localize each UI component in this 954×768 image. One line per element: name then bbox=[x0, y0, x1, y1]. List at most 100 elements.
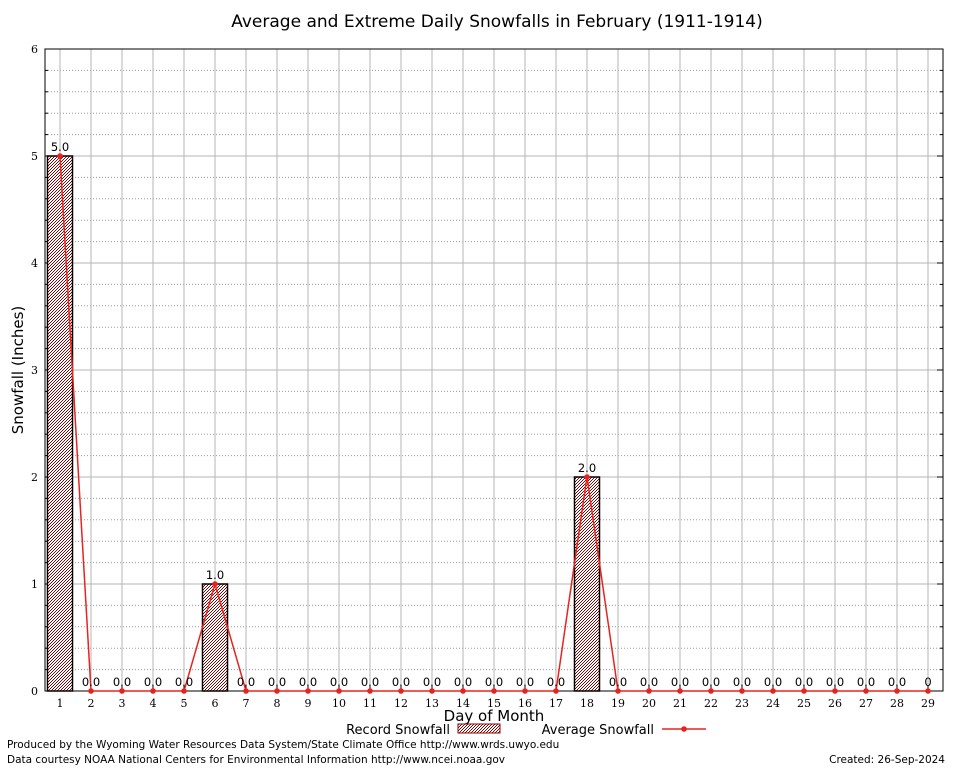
data-label: 0.0 bbox=[392, 675, 410, 689]
legend-average-marker bbox=[681, 726, 687, 732]
data-label: 2.0 bbox=[578, 461, 596, 475]
data-label: 0.0 bbox=[82, 675, 100, 689]
x-tick-label: 15 bbox=[487, 697, 501, 710]
data-label: 1.0 bbox=[206, 568, 224, 582]
data-label: 0.0 bbox=[237, 675, 255, 689]
average-point bbox=[212, 581, 218, 587]
data-label: 0.0 bbox=[113, 675, 131, 689]
average-point bbox=[491, 688, 497, 694]
x-tick-label: 4 bbox=[150, 697, 157, 710]
record-snowfall-bars bbox=[46, 155, 601, 692]
data-label: 0.0 bbox=[175, 675, 193, 689]
y-tick-label: 2 bbox=[31, 471, 38, 484]
average-point bbox=[181, 688, 187, 694]
data-label: 5.0 bbox=[51, 140, 69, 154]
x-tick-label: 27 bbox=[859, 697, 873, 710]
average-point bbox=[305, 688, 311, 694]
x-tick-label: 8 bbox=[274, 697, 281, 710]
average-point bbox=[615, 688, 621, 694]
footer-data-courtesy: Data courtesy NOAA National Centers for … bbox=[7, 754, 505, 766]
average-point bbox=[57, 153, 63, 159]
average-point bbox=[739, 688, 745, 694]
x-tick-label: 19 bbox=[611, 697, 625, 710]
legend: Record Snowfall Average Snowfall bbox=[346, 723, 706, 738]
legend-record-swatch bbox=[457, 723, 501, 734]
x-tick-label: 16 bbox=[518, 697, 532, 710]
average-point bbox=[522, 688, 528, 694]
average-point bbox=[646, 688, 652, 694]
average-point bbox=[367, 688, 373, 694]
x-tick-label: 11 bbox=[363, 697, 377, 710]
average-point bbox=[863, 688, 869, 694]
y-tick-label: 6 bbox=[31, 43, 38, 56]
data-label: 0.0 bbox=[268, 675, 286, 689]
x-tick-label: 5 bbox=[181, 697, 188, 710]
average-point bbox=[708, 688, 714, 694]
y-tick-label: 0 bbox=[31, 685, 38, 698]
y-axis-label: Snowfall (Inches) bbox=[9, 306, 27, 434]
average-point bbox=[925, 688, 931, 694]
x-tick-label: 22 bbox=[704, 697, 718, 710]
x-axis-label: Day of Month bbox=[444, 707, 545, 725]
data-label: 0.0 bbox=[795, 675, 813, 689]
average-point bbox=[398, 688, 404, 694]
data-label: 0.0 bbox=[547, 675, 565, 689]
x-tick-label: 21 bbox=[673, 697, 687, 710]
average-point bbox=[274, 688, 280, 694]
average-snowfall-line bbox=[57, 153, 931, 694]
record-bar bbox=[201, 583, 229, 692]
data-label: 0.0 bbox=[485, 675, 503, 689]
average-point bbox=[553, 688, 559, 694]
data-label: 0.0 bbox=[733, 675, 751, 689]
average-point bbox=[894, 688, 900, 694]
footer-produced-by: Produced by the Wyoming Water Resources … bbox=[7, 739, 559, 751]
average-point bbox=[336, 688, 342, 694]
average-point bbox=[801, 688, 807, 694]
legend-average-label: Average Snowfall bbox=[542, 723, 654, 738]
y-tick-label: 4 bbox=[31, 257, 38, 270]
data-label: 0.0 bbox=[826, 675, 844, 689]
average-point bbox=[770, 688, 776, 694]
data-label: 0.0 bbox=[516, 675, 534, 689]
average-point bbox=[460, 688, 466, 694]
data-label: 0.0 bbox=[702, 675, 720, 689]
x-tick-label: 26 bbox=[828, 697, 842, 710]
grid bbox=[45, 49, 943, 691]
x-tick-label: 28 bbox=[890, 697, 904, 710]
x-tick-label: 3 bbox=[119, 697, 126, 710]
average-point bbox=[119, 688, 125, 694]
data-label: 0.0 bbox=[888, 675, 906, 689]
x-tick-label: 13 bbox=[425, 697, 439, 710]
data-label: 0.0 bbox=[609, 675, 627, 689]
data-labels: 5.0 0.0 0.0 0.0 0.0 1.0 0.0 0.0 0.0 0.0 0.0 0.0 0.0 0… bbox=[51, 140, 932, 689]
record-bar bbox=[573, 476, 601, 692]
x-tick-label: 1 bbox=[57, 697, 64, 710]
legend-record-label: Record Snowfall bbox=[346, 723, 450, 738]
average-point bbox=[677, 688, 683, 694]
x-tick-label: 29 bbox=[921, 697, 935, 710]
data-label: 0.0 bbox=[361, 675, 379, 689]
x-tick-label: 18 bbox=[580, 697, 594, 710]
average-point bbox=[584, 474, 590, 480]
data-label: 0.0 bbox=[764, 675, 782, 689]
data-label: 0.0 bbox=[454, 675, 472, 689]
average-point bbox=[150, 688, 156, 694]
x-tick-label: 7 bbox=[243, 697, 250, 710]
y-tick-label: 3 bbox=[31, 364, 38, 377]
average-point bbox=[88, 688, 94, 694]
data-label: 0.0 bbox=[640, 675, 658, 689]
record-bar bbox=[46, 155, 74, 692]
x-tick-label: 25 bbox=[797, 697, 811, 710]
data-label: 0.0 bbox=[299, 675, 317, 689]
x-tick-label: 2 bbox=[88, 697, 95, 710]
footer-created: Created: 26-Sep-2024 bbox=[829, 754, 945, 766]
x-tick-label: 10 bbox=[332, 697, 346, 710]
x-tick-label: 9 bbox=[305, 697, 312, 710]
x-tick-label: 17 bbox=[549, 697, 563, 710]
data-label: 0.0 bbox=[330, 675, 348, 689]
average-point bbox=[243, 688, 249, 694]
y-tick-label: 1 bbox=[31, 578, 38, 591]
average-point bbox=[832, 688, 838, 694]
chart-title: Average and Extreme Daily Snowfalls in F… bbox=[231, 12, 763, 32]
